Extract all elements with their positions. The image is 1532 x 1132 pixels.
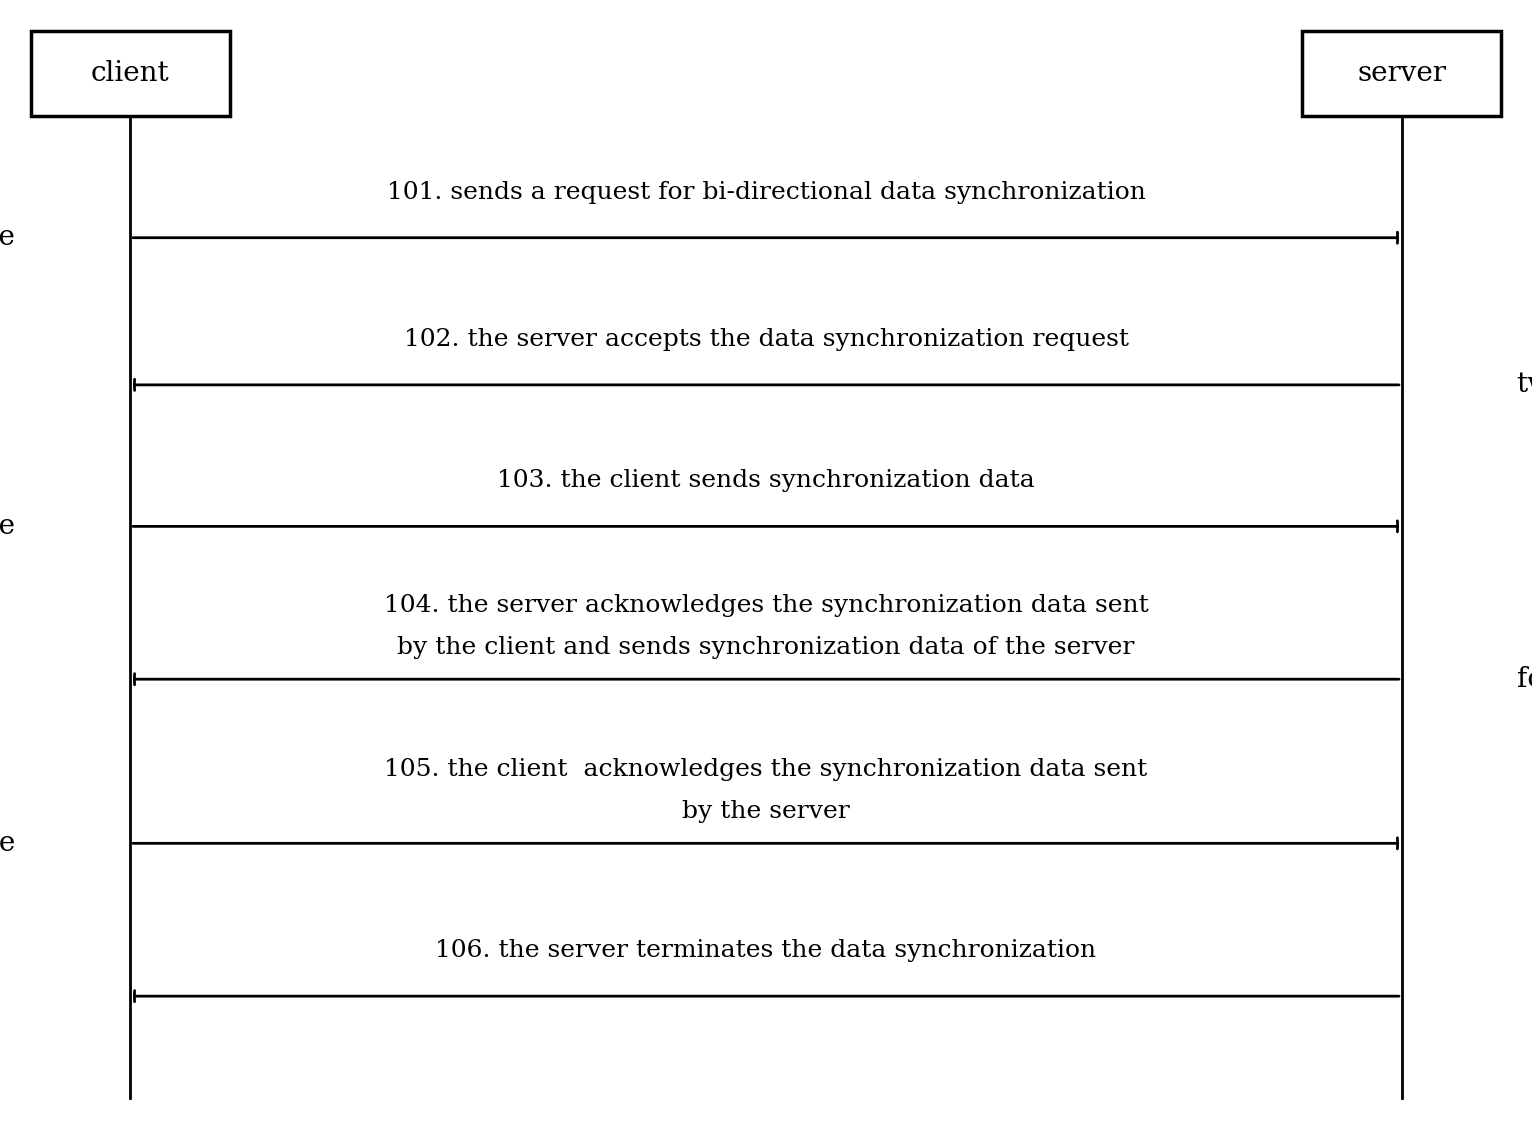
Text: by the client and sends synchronization data of the server: by the client and sends synchronization … [397, 636, 1135, 659]
Text: five: five [0, 830, 15, 857]
Bar [31, 31, 230, 115]
Text: one: one [0, 224, 15, 251]
Text: 105. the client  acknowledges the synchronization data sent: 105. the client acknowledges the synchro… [385, 758, 1147, 781]
Text: four: four [1517, 666, 1532, 693]
Text: 102. the server accepts the data synchronization request: 102. the server accepts the data synchro… [403, 328, 1129, 351]
Text: client: client [90, 60, 170, 87]
Text: 106. the server terminates the data synchronization: 106. the server terminates the data sync… [435, 940, 1097, 962]
Text: two: two [1517, 371, 1532, 398]
Text: 104. the server acknowledges the synchronization data sent: 104. the server acknowledges the synchro… [383, 594, 1149, 617]
Text: by the server: by the server [682, 800, 850, 823]
Text: server: server [1357, 60, 1446, 87]
Text: 101. sends a request for bi-directional data synchronization: 101. sends a request for bi-directional … [386, 181, 1146, 204]
Text: 103. the client sends synchronization data: 103. the client sends synchronization da… [496, 470, 1036, 492]
Bar [1302, 31, 1501, 115]
Text: three: three [0, 513, 15, 540]
